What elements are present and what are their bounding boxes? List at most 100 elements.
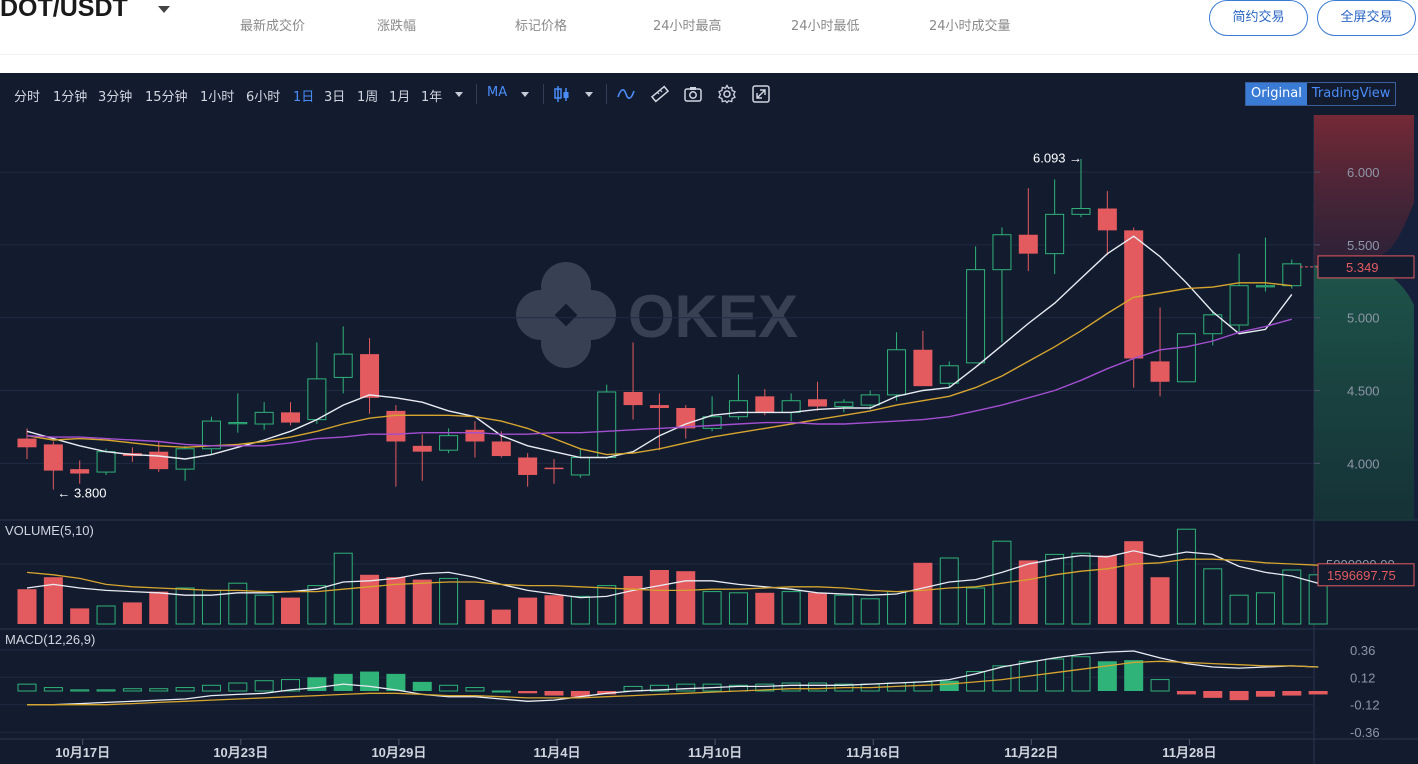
candle[interactable] bbox=[860, 390, 880, 410]
macd-hist-bar bbox=[676, 683, 696, 692]
candle[interactable] bbox=[17, 428, 37, 459]
candle[interactable] bbox=[676, 405, 696, 439]
macd-hist-bar bbox=[649, 684, 669, 692]
macd-hist-bar bbox=[17, 683, 37, 692]
candle-body-down bbox=[649, 405, 669, 408]
candle[interactable] bbox=[966, 246, 986, 364]
candle-body-down bbox=[913, 349, 933, 387]
candle[interactable] bbox=[992, 227, 1012, 343]
candle[interactable] bbox=[360, 338, 380, 414]
volume-bar-up bbox=[834, 594, 854, 625]
interval-tab[interactable]: 分时 bbox=[14, 90, 41, 105]
candle-type-icon[interactable] bbox=[552, 84, 572, 104]
candle[interactable] bbox=[386, 405, 406, 487]
candle-body-down bbox=[17, 438, 37, 448]
candle[interactable] bbox=[1018, 188, 1038, 272]
candle[interactable] bbox=[518, 453, 538, 487]
candle[interactable] bbox=[755, 389, 775, 416]
candle-type-dropdown-icon[interactable] bbox=[585, 92, 593, 97]
volume-bar-down bbox=[465, 600, 485, 624]
candle[interactable] bbox=[649, 393, 669, 451]
gear-icon[interactable] bbox=[717, 84, 737, 104]
indicator-select[interactable]: MA bbox=[487, 85, 508, 100]
volume-bar-down bbox=[808, 592, 827, 624]
ruler-icon[interactable] bbox=[650, 84, 670, 104]
candle[interactable] bbox=[1203, 310, 1223, 346]
candlestick-chart[interactable]: OKEX VOLUME(5,10) MACD(12,26,9) 4.000 4.5… bbox=[0, 115, 1418, 764]
macd-hist-bar bbox=[1071, 656, 1091, 692]
interval-tab[interactable]: 1分钟 bbox=[53, 90, 88, 105]
interval-tab[interactable]: 1周 bbox=[357, 90, 379, 105]
candle[interactable] bbox=[465, 421, 485, 458]
candle[interactable] bbox=[70, 460, 90, 484]
ask-depth-area bbox=[1314, 115, 1414, 265]
interval-tab-active[interactable]: 1日 bbox=[293, 90, 315, 105]
interval-tab[interactable]: 1年 bbox=[421, 90, 443, 105]
view-original-tab[interactable]: Original bbox=[1246, 83, 1307, 105]
stat-label: 涨跌幅 bbox=[377, 19, 417, 34]
interval-tab[interactable]: 3分钟 bbox=[98, 90, 133, 105]
last-volume-label: 1596697.75 bbox=[1327, 568, 1396, 583]
candle[interactable] bbox=[1150, 307, 1170, 397]
macd-hist-bar bbox=[254, 680, 274, 692]
interval-tab[interactable]: 1月 bbox=[389, 90, 411, 105]
candle[interactable] bbox=[412, 434, 432, 481]
candle[interactable] bbox=[939, 361, 959, 388]
fullscreen-trade-button[interactable]: 全屏交易 bbox=[1317, 0, 1416, 36]
interval-tab[interactable]: 15分钟 bbox=[145, 90, 188, 105]
candle[interactable] bbox=[228, 393, 248, 433]
candle[interactable] bbox=[281, 402, 300, 426]
candle-body-up bbox=[834, 401, 854, 408]
candle[interactable] bbox=[1229, 253, 1249, 333]
candle[interactable] bbox=[1097, 191, 1117, 256]
candle[interactable] bbox=[1176, 333, 1196, 383]
watermark-text: OKEX bbox=[628, 283, 798, 350]
candle[interactable] bbox=[570, 448, 590, 478]
candle[interactable] bbox=[43, 441, 63, 490]
macd-hist-bar bbox=[1308, 691, 1328, 695]
candle[interactable] bbox=[201, 416, 221, 455]
toolbar-separator bbox=[476, 84, 477, 104]
interval-dropdown-icon[interactable] bbox=[455, 92, 463, 97]
interval-tab[interactable]: 3日 bbox=[324, 90, 346, 105]
macd-hist-bar bbox=[149, 688, 169, 692]
candle[interactable] bbox=[913, 330, 933, 387]
candle-body-up bbox=[597, 391, 617, 458]
volume-bar-up bbox=[254, 594, 274, 625]
candle[interactable] bbox=[307, 342, 327, 425]
candle[interactable] bbox=[544, 458, 564, 484]
interval-tab[interactable]: 6小时 bbox=[246, 90, 281, 105]
camera-icon[interactable] bbox=[683, 84, 703, 104]
ma-line-ma30 bbox=[26, 318, 1292, 447]
candle[interactable] bbox=[808, 381, 827, 411]
pair-title[interactable]: DOT/USDT bbox=[0, 0, 128, 22]
candle[interactable] bbox=[1071, 159, 1091, 218]
candle[interactable] bbox=[834, 399, 854, 413]
view-tradingview-tab[interactable]: TradingView bbox=[1311, 86, 1391, 101]
candle[interactable] bbox=[887, 332, 907, 401]
candle-body-down bbox=[360, 354, 380, 398]
candle[interactable] bbox=[623, 342, 643, 420]
candle[interactable] bbox=[1124, 227, 1144, 388]
candle-body-up bbox=[96, 451, 116, 473]
candle[interactable] bbox=[1045, 179, 1065, 275]
candle[interactable] bbox=[1282, 259, 1302, 289]
volume-ma5-line bbox=[26, 550, 1319, 599]
macd-hist-bar bbox=[465, 687, 485, 692]
fullscreen-icon[interactable] bbox=[751, 84, 771, 104]
volume-bar-up bbox=[1071, 552, 1091, 625]
candle-body-down bbox=[412, 445, 432, 452]
indicator-dropdown-icon[interactable] bbox=[521, 92, 529, 97]
candle[interactable] bbox=[781, 393, 801, 422]
candle[interactable] bbox=[333, 326, 353, 394]
candle-body-down bbox=[676, 407, 696, 429]
simple-trade-button[interactable]: 简约交易 bbox=[1209, 0, 1308, 36]
pair-dropdown-icon[interactable] bbox=[158, 6, 170, 13]
candle[interactable] bbox=[254, 402, 274, 430]
candle-body-up bbox=[1282, 263, 1302, 287]
macd-hist-bar bbox=[1124, 660, 1144, 691]
candle[interactable] bbox=[175, 445, 195, 481]
interval-tab[interactable]: 1小时 bbox=[200, 90, 235, 105]
line-tool-icon[interactable] bbox=[616, 84, 636, 104]
candle[interactable] bbox=[597, 384, 617, 459]
